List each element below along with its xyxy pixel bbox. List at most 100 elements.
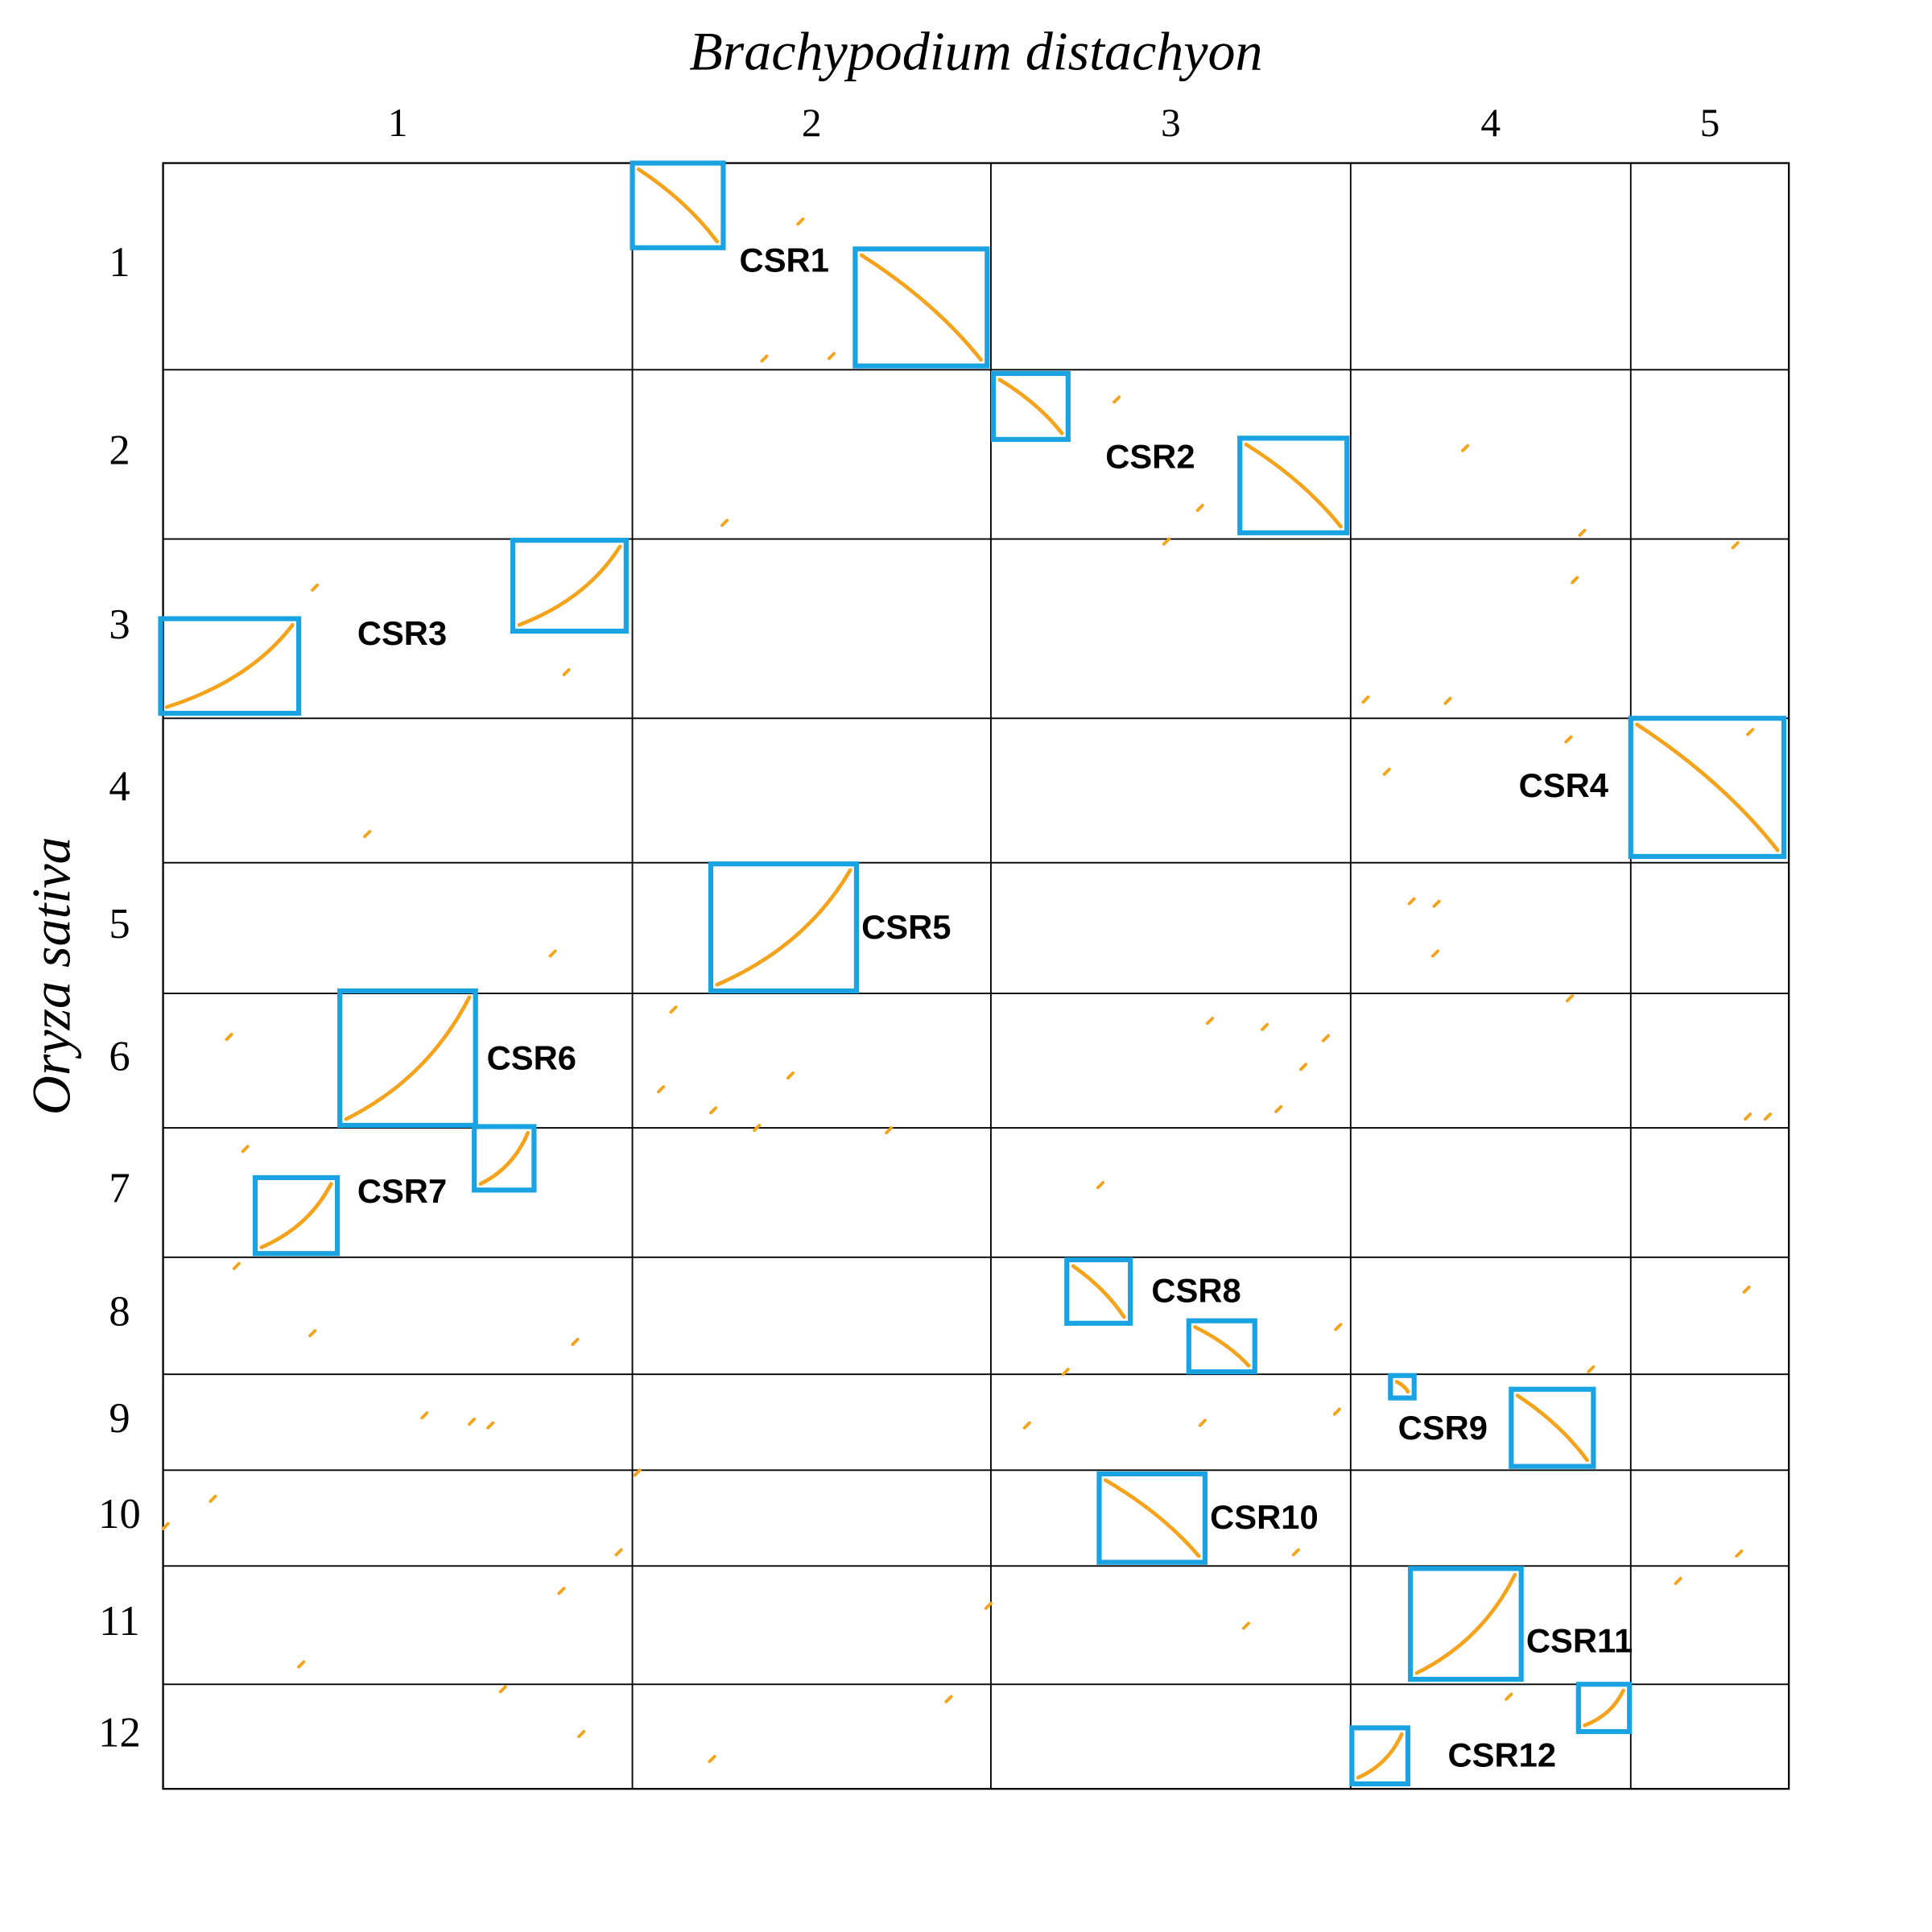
synteny-dot: [753, 1124, 762, 1133]
synteny-line: [517, 544, 622, 627]
region-box: [1186, 1318, 1257, 1375]
synteny-dot: [486, 1421, 495, 1430]
synteny-dot: [1206, 1017, 1215, 1026]
synteny-line: [164, 622, 295, 709]
synteny-dot: [297, 1660, 306, 1669]
row-label: 5: [109, 901, 130, 947]
region-box: [1096, 1471, 1208, 1565]
synteny-line: [1635, 722, 1780, 852]
region-box: [1628, 716, 1787, 860]
x-axis-title: Brachypodium distachyon: [689, 21, 1262, 82]
synteny-dot: [548, 949, 557, 958]
synteny-line: [997, 378, 1064, 436]
synteny-dot: [577, 1730, 586, 1739]
synteny-dot: [1096, 1181, 1105, 1190]
synteny-dot: [1261, 1022, 1269, 1031]
row-label: 3: [109, 601, 130, 648]
synteny-dot: [796, 217, 805, 226]
row-label: 10: [98, 1491, 141, 1538]
synteny-dot: [232, 1261, 241, 1270]
synteny-dot: [1571, 576, 1579, 584]
synteny-line: [344, 995, 472, 1121]
synteny-line: [715, 868, 852, 987]
synteny-dot: [1321, 1034, 1330, 1042]
row-label: 1: [109, 239, 130, 286]
column-label: 2: [802, 101, 822, 145]
region-box: [1575, 1682, 1633, 1735]
synteny-dot: [557, 1587, 566, 1596]
region-box: [1349, 1725, 1411, 1787]
synteny-dot: [571, 1337, 580, 1347]
synteny-dot: [1564, 735, 1573, 744]
synteny-dot: [161, 1521, 170, 1530]
synteny-line: [1356, 1732, 1404, 1780]
synteny-dot: [1113, 395, 1121, 404]
region-label: CSR3: [357, 614, 447, 652]
row-label: 2: [109, 427, 130, 473]
region-box: [630, 160, 726, 250]
synteny-line: [1103, 1478, 1201, 1558]
region-label: CSR11: [1526, 1621, 1633, 1659]
region-box: [1064, 1257, 1133, 1326]
synteny-dot: [1195, 503, 1204, 512]
synteny-dot: [468, 1417, 477, 1426]
synteny-dot: [760, 354, 769, 363]
row-label: 8: [109, 1289, 130, 1335]
synteny-dot: [1461, 444, 1470, 452]
synteny-dot: [1763, 1113, 1772, 1121]
synteny-dot: [562, 668, 571, 677]
synteny-dot: [1198, 1418, 1207, 1427]
region-label: CSR2: [1105, 438, 1195, 476]
synteny-dot: [1735, 1549, 1744, 1558]
synteny-dot: [1578, 528, 1587, 537]
synteny-line: [478, 1130, 530, 1186]
region-box: [852, 246, 990, 369]
row-label: 9: [109, 1395, 130, 1442]
region-label: CSR4: [1519, 766, 1608, 804]
column-label: 3: [1161, 101, 1181, 145]
synteny-dot: [225, 1033, 233, 1042]
synteny-dot: [1744, 1113, 1752, 1121]
synteny-dot: [1731, 541, 1740, 550]
column-label: 4: [1480, 101, 1501, 145]
synteny-line: [1414, 1572, 1517, 1675]
row-label: 4: [109, 763, 130, 810]
row-label: 12: [98, 1709, 141, 1756]
row-label: 7: [109, 1166, 130, 1212]
synteny-line: [1071, 1264, 1126, 1319]
synteny-dot: [1061, 1368, 1070, 1377]
column-label: 1: [388, 101, 408, 145]
synteny-line: [1515, 1393, 1589, 1463]
row-label: 11: [99, 1598, 140, 1645]
synteny-dot: [1274, 1104, 1283, 1113]
synteny-dot: [720, 518, 729, 527]
synteny-dot: [633, 1468, 642, 1477]
synteny-dot: [1361, 696, 1370, 704]
region-label: CSR5: [861, 908, 951, 946]
synteny-line: [636, 167, 720, 244]
region-box: [1237, 436, 1350, 535]
synteny-dot: [208, 1494, 217, 1503]
region-label: CSR8: [1151, 1272, 1241, 1310]
synteny-dot: [1332, 1407, 1341, 1416]
synteny-line: [1394, 1380, 1410, 1394]
synteny-dot: [709, 1106, 718, 1115]
synteny-dot: [827, 352, 836, 361]
region-label: CSR12: [1447, 1736, 1556, 1774]
region-box: [1388, 1373, 1417, 1401]
region-box: [708, 861, 860, 994]
synteny-dot: [1674, 1576, 1682, 1585]
synteny-line: [259, 1182, 333, 1249]
synteny-dot: [311, 583, 320, 592]
synteny-dot: [241, 1145, 250, 1154]
region-label: CSR10: [1210, 1498, 1319, 1536]
region-box: [252, 1174, 341, 1257]
synteny-dot: [1430, 949, 1440, 958]
synteny-dot: [1022, 1421, 1031, 1430]
region-label: CSR1: [740, 241, 829, 279]
synteny-dot: [944, 1695, 953, 1703]
synteny-dot: [498, 1685, 507, 1694]
synteny-dot: [1505, 1692, 1513, 1701]
